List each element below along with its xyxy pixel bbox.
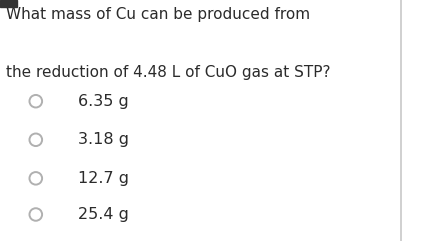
Ellipse shape (29, 208, 42, 221)
Text: the reduction of 4.48 L of CuO gas at STP?: the reduction of 4.48 L of CuO gas at ST… (6, 65, 331, 80)
Ellipse shape (29, 134, 42, 146)
Bar (0, 0, 17, 7)
Text: 3.18 g: 3.18 g (78, 132, 129, 147)
Text: 25.4 g: 25.4 g (78, 207, 129, 222)
Ellipse shape (29, 95, 42, 107)
Text: 12.7 g: 12.7 g (78, 171, 129, 186)
Text: What mass of Cu can be produced from: What mass of Cu can be produced from (6, 7, 310, 22)
Text: 6.35 g: 6.35 g (78, 94, 129, 109)
Ellipse shape (29, 172, 42, 185)
